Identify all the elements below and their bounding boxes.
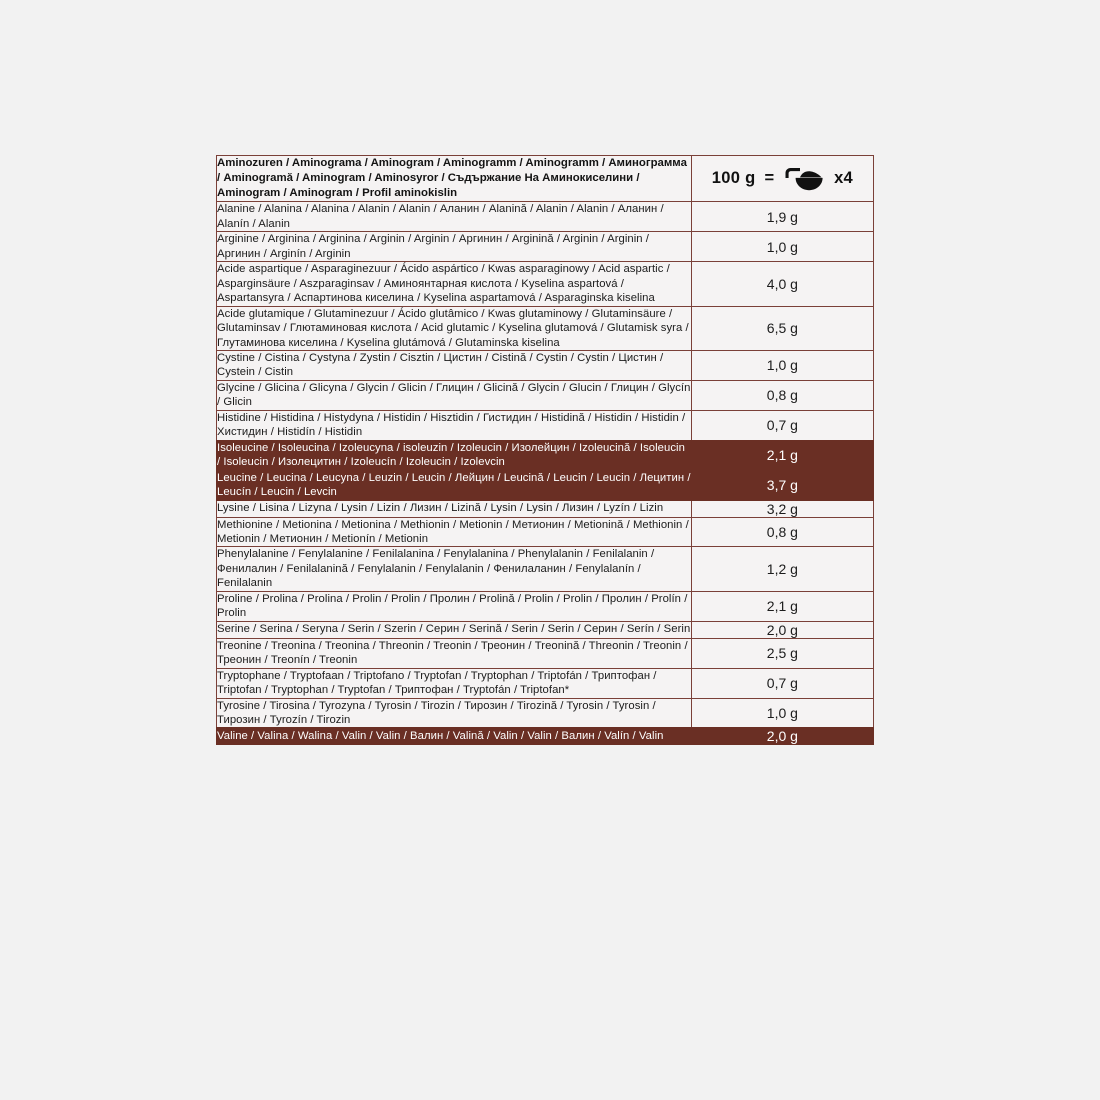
amino-acid-name-cell: Alanine / Alanina / Alanina / Alanin / A… (216, 201, 692, 233)
table-row: Alanine / Alanina / Alanina / Alanin / A… (216, 201, 875, 233)
amino-acid-name-cell: Tryptophane / Tryptofaan / Triptofano / … (216, 667, 692, 699)
table-row: Arginine / Arginina / Arginina / Arginin… (216, 231, 875, 263)
table-row: Valine / Valina / Walina / Valin / Valin… (216, 727, 875, 746)
amino-acid-value-cell: 0,8 g (690, 379, 875, 411)
amino-acid-name-cell: Treonine / Treonina / Treonina / Threoni… (216, 637, 692, 669)
amino-acid-value-cell: 2,0 g (690, 620, 875, 639)
amino-acid-value-cell: 4,0 g (690, 261, 875, 307)
amino-acid-name-cell: Glycine / Glicina / Glicyna / Glycin / G… (216, 379, 692, 411)
amino-acid-value-cell: 0,7 g (690, 409, 875, 441)
amino-acid-value-cell: 1,0 g (690, 697, 875, 729)
table-row: Methionine / Metionina / Metionina / Met… (216, 516, 875, 548)
amino-acid-value-cell: 3,2 g (690, 499, 875, 518)
amino-acid-name-cell: Histidine / Histidina / Histydyna / Hist… (216, 409, 692, 441)
amino-acid-name-cell: Tyrosine / Tirosina / Tyrozyna / Tyrosin… (216, 697, 692, 729)
serving-header-cell: 100 g = x4 (690, 154, 875, 203)
amino-acid-value-cell: 1,0 g (690, 350, 875, 381)
table-row: Phenylalanine / Fenylalanine / Fenilalan… (216, 546, 875, 592)
amino-acid-name-cell: Leucine / Leucina / Leucyna / Leuzin / L… (216, 469, 692, 501)
serving-multiplier-label: x4 (834, 169, 853, 188)
amino-acid-value-cell: 0,8 g (690, 516, 875, 548)
amino-acid-value-cell: 1,0 g (690, 231, 875, 263)
measuring-scoop-icon (783, 166, 825, 192)
amino-acid-profile-table: Aminozuren / Aminograma / Aminogram / Am… (216, 154, 875, 746)
table-row: Glycine / Glicina / Glicyna / Glycin / G… (216, 379, 875, 411)
amino-acid-name-cell: Acide glutamique / Glutaminezuur / Ácido… (216, 305, 692, 352)
amino-acid-name-cell: Valine / Valina / Walina / Valin / Valin… (216, 727, 692, 746)
table-row: Proline / Prolina / Prolina / Prolin / P… (216, 590, 875, 622)
table-body: Alanine / Alanina / Alanina / Alanin / A… (216, 201, 875, 746)
amino-acid-name-cell: Serine / Serina / Seryna / Serin / Szeri… (216, 620, 692, 639)
amino-acid-name-cell: Methionine / Metionina / Metionina / Met… (216, 516, 692, 548)
equals-sign: = (764, 169, 775, 188)
aminogram-header-label: Aminozuren / Aminograma / Aminogram / Am… (216, 154, 692, 203)
amino-acid-name-cell: Isoleucine / Isoleucina / Izoleucyna / i… (216, 439, 692, 471)
amino-acid-name-cell: Acide aspartique / Asparaginezuur / Ácid… (216, 261, 692, 307)
amino-acid-value-cell: 0,7 g (690, 667, 875, 699)
amino-acid-value-cell: 2,5 g (690, 637, 875, 669)
amino-acid-value-cell: 6,5 g (690, 305, 875, 352)
amino-acid-name-cell: Cystine / Cistina / Cystyna / Zystin / C… (216, 350, 692, 381)
table-row: Acide glutamique / Glutaminezuur / Ácido… (216, 305, 875, 352)
amino-acid-value-cell: 2,0 g (690, 727, 875, 746)
table-header-row: Aminozuren / Aminograma / Aminogram / Am… (216, 154, 875, 203)
amino-acid-value-cell: 2,1 g (690, 590, 875, 622)
table-row: Serine / Serina / Seryna / Serin / Szeri… (216, 620, 875, 639)
table-row: Acide aspartique / Asparaginezuur / Ácid… (216, 261, 875, 307)
amino-acid-value-cell: 2,1 g (690, 439, 875, 471)
table-row: Lysine / Lisina / Lizyna / Lysin / Lizin… (216, 499, 875, 518)
amino-acid-value-cell: 3,7 g (690, 469, 875, 501)
amino-acid-name-cell: Phenylalanine / Fenylalanine / Fenilalan… (216, 546, 692, 592)
amino-acid-name-cell: Proline / Prolina / Prolina / Prolin / P… (216, 590, 692, 622)
serving-amount-label: 100 g (711, 169, 756, 188)
amino-acid-value-cell: 1,9 g (690, 201, 875, 233)
table-row: Leucine / Leucina / Leucyna / Leuzin / L… (216, 469, 875, 501)
table-row: Tyrosine / Tirosina / Tyrozyna / Tyrosin… (216, 697, 875, 729)
amino-acid-name-cell: Lysine / Lisina / Lizyna / Lysin / Lizin… (216, 499, 692, 518)
amino-acid-value-cell: 1,2 g (690, 546, 875, 592)
table-row: Tryptophane / Tryptofaan / Triptofano / … (216, 667, 875, 699)
table-row: Cystine / Cistina / Cystyna / Zystin / C… (216, 350, 875, 381)
table-row: Treonine / Treonina / Treonina / Threoni… (216, 637, 875, 669)
amino-acid-name-cell: Arginine / Arginina / Arginina / Arginin… (216, 231, 692, 263)
table-row: Histidine / Histidina / Histydyna / Hist… (216, 409, 875, 441)
table-header: Aminozuren / Aminograma / Aminogram / Am… (216, 154, 875, 203)
table-row: Isoleucine / Isoleucina / Izoleucyna / i… (216, 439, 875, 471)
